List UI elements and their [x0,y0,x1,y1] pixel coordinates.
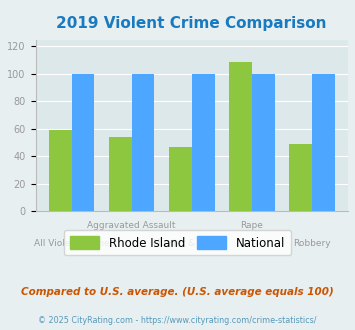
Bar [72,74,94,211]
Bar [312,74,335,211]
Legend: Rhode Island, National: Rhode Island, National [64,230,291,255]
Title: 2019 Violent Crime Comparison: 2019 Violent Crime Comparison [56,16,327,31]
Bar [132,74,154,211]
Text: © 2025 CityRating.com - https://www.cityrating.com/crime-statistics/: © 2025 CityRating.com - https://www.city… [38,315,317,325]
Bar [49,130,72,211]
Bar [192,74,214,211]
Bar [252,74,275,211]
Text: Murder & Mans...: Murder & Mans... [153,239,230,248]
Text: Rape: Rape [240,221,263,230]
Text: Compared to U.S. average. (U.S. average equals 100): Compared to U.S. average. (U.S. average … [21,287,334,297]
Bar [229,62,252,211]
Bar [289,144,312,211]
Bar [169,147,192,211]
Text: Robbery: Robbery [293,239,331,248]
Bar [109,137,132,211]
Text: Aggravated Assault: Aggravated Assault [87,221,176,230]
Text: All Violent Crime: All Violent Crime [34,239,109,248]
